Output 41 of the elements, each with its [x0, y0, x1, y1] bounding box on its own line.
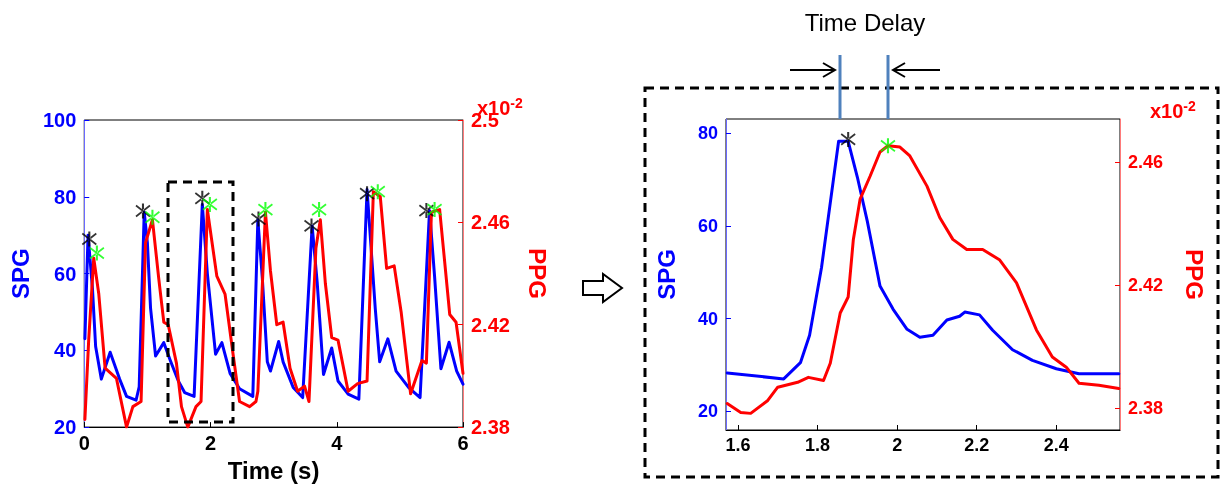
y-tick-label: 40 [697, 308, 718, 329]
point [311, 202, 327, 218]
y-tick-label: 20 [54, 416, 77, 439]
y2-axis-title: PPG [523, 248, 551, 299]
y2-tick-label: 2.42 [1128, 275, 1164, 296]
y-axis-title: SPG [652, 249, 680, 300]
x-axis-title: Time (s) [227, 456, 320, 484]
y-tick-label: 60 [697, 215, 718, 236]
y2-tick-label: 2.46 [471, 211, 510, 234]
x-tick-label: 2 [892, 435, 903, 455]
y2-axis-title: PPG [1180, 249, 1208, 300]
x-tick-label: 6 [457, 432, 469, 455]
point [144, 209, 160, 225]
x-tick-label: 2.2 [964, 435, 990, 455]
y2-tick-label: 2.38 [471, 416, 510, 439]
y2-tick-label: 2.46 [1128, 152, 1164, 173]
y-axis-title: SPG [6, 248, 34, 299]
y-tick-label: 60 [54, 262, 77, 285]
point [135, 203, 151, 219]
y-tick-label: 80 [54, 185, 77, 208]
y-tick-label: 80 [697, 122, 718, 143]
y-tick-label: 100 [42, 109, 77, 131]
x-tick-label: 0 [78, 432, 90, 455]
x-tick-label: 2 [204, 432, 217, 455]
text: Time Delay [804, 8, 926, 36]
x-tick-label: 1.8 [805, 435, 831, 455]
point [202, 196, 218, 212]
point [257, 202, 273, 218]
point [427, 202, 443, 218]
y-tick-label: 40 [54, 339, 77, 362]
x-tick-label: 2.4 [1043, 435, 1069, 455]
point [250, 211, 266, 227]
y2-tick-label: 2.42 [471, 313, 510, 336]
point [370, 184, 386, 200]
point [304, 218, 320, 234]
point [81, 231, 97, 247]
x-tick-label: 1.6 [725, 435, 751, 455]
y2-tick-label: 2.38 [1128, 398, 1164, 419]
x-tick-label: 4 [331, 432, 344, 455]
y-tick-label: 20 [697, 401, 718, 422]
point [89, 245, 105, 261]
